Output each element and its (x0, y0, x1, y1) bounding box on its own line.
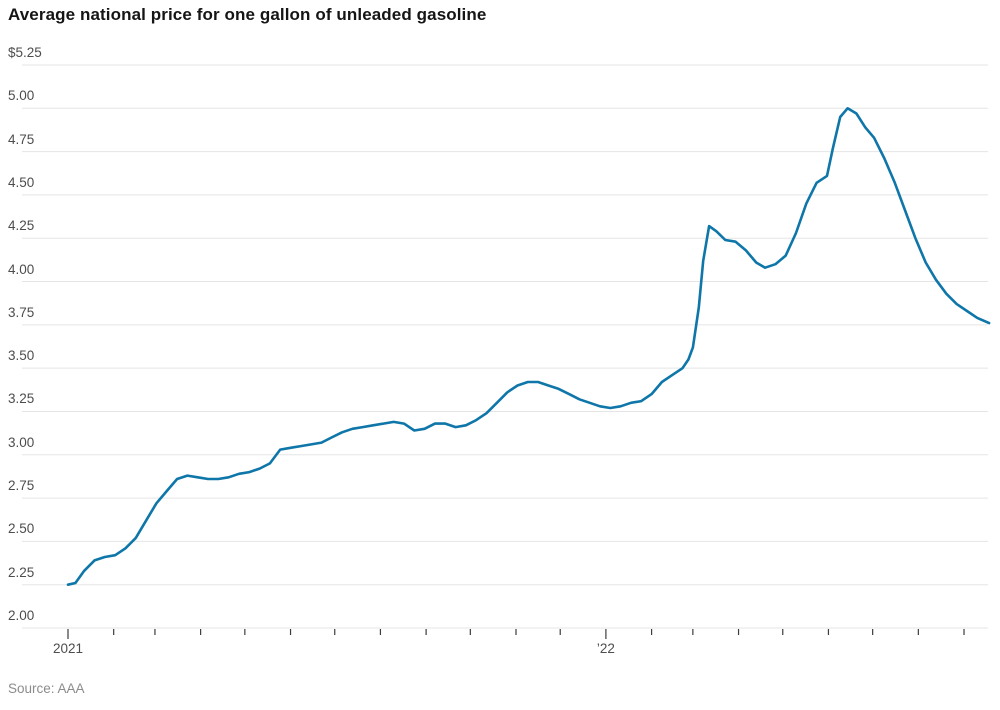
price-line (66, 107, 991, 587)
y-tick-label: $5.25 (8, 45, 42, 60)
y-tick-label: 4.25 (8, 218, 35, 234)
y-tick-label: 4.50 (8, 174, 35, 190)
source-note: Source: AAA (8, 681, 85, 696)
x-tick-label: ’22 (596, 641, 615, 656)
x-tick-label: 2021 (52, 641, 84, 656)
y-tick-label: 3.25 (8, 391, 35, 407)
chart-title: Average national price for one gallon of… (8, 5, 487, 24)
y-tick-label: 3.50 (8, 348, 35, 364)
y-tick-label: 2.25 (8, 564, 35, 580)
y-tick-label: 2.00 (8, 608, 35, 623)
y-tick-label: 5.00 (8, 88, 35, 104)
y-tick-label: 4.00 (8, 261, 35, 277)
y-tick-label: 2.75 (8, 478, 35, 494)
y-tick-label: 3.00 (8, 434, 35, 450)
y-tick-label: 4.75 (8, 131, 35, 147)
y-tick-label: 2.50 (8, 521, 35, 537)
line-chart-canvas (22, 64, 991, 639)
y-tick-label: 3.75 (8, 304, 35, 320)
